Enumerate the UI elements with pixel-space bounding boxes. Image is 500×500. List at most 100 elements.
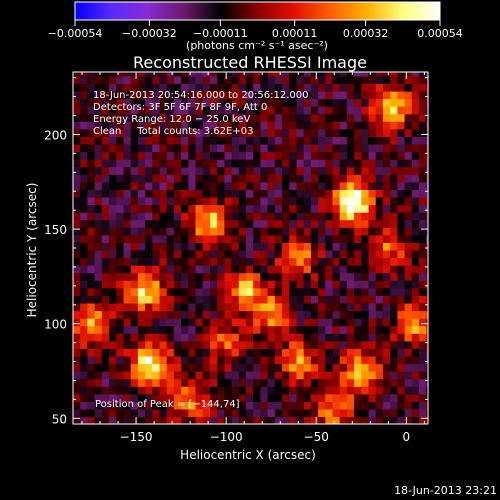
heatmap-cell	[166, 310, 175, 319]
heatmap-cell	[397, 408, 406, 418]
heatmap-cell	[101, 234, 110, 243]
heatmap-cell	[289, 106, 297, 115]
heatmap-cell	[404, 151, 413, 160]
heatmap-cell	[123, 151, 132, 160]
heatmap-cell	[246, 302, 254, 312]
heatmap-cell	[310, 393, 319, 402]
heatmap-cell	[404, 355, 413, 365]
heatmap-cell	[382, 136, 391, 145]
heatmap-cell	[411, 151, 420, 160]
heatmap-cell	[188, 143, 197, 153]
heatmap-cell	[80, 83, 88, 92]
heatmap-cell	[361, 363, 370, 372]
heatmap-cell	[145, 318, 153, 327]
heatmap-cell	[289, 196, 297, 206]
heatmap-cell	[145, 363, 153, 372]
heatmap-cell	[109, 257, 117, 266]
heatmap-cell	[109, 181, 117, 190]
heatmap-cell	[274, 159, 283, 168]
heatmap-cell	[274, 408, 283, 418]
heatmap-cell	[426, 302, 428, 312]
heatmap-cell	[137, 151, 146, 160]
heatmap-cell	[397, 159, 406, 168]
heatmap-cell	[260, 98, 269, 107]
heatmap-cell	[368, 75, 377, 84]
heatmap-cell	[354, 212, 362, 221]
heatmap-cell	[202, 128, 211, 137]
heatmap-cell	[303, 280, 312, 289]
heatmap-cell	[123, 242, 132, 251]
heatmap-cell	[145, 355, 153, 365]
heatmap-cell	[145, 174, 153, 183]
heatmap-cell	[224, 189, 233, 198]
heatmap-cell	[116, 106, 124, 115]
heatmap-cell	[310, 166, 319, 175]
heatmap-cell	[181, 106, 189, 115]
heatmap-cell	[130, 310, 139, 319]
heatmap-cell	[231, 416, 240, 424]
heatmap-cell	[152, 196, 161, 206]
heatmap-cell	[296, 333, 305, 342]
heatmap-cell	[159, 136, 168, 145]
heatmap-cell	[426, 113, 428, 122]
heatmap-cell	[310, 234, 319, 243]
heatmap-cell	[375, 166, 384, 175]
heatmap-cell	[181, 386, 189, 395]
heatmap-cell	[296, 219, 305, 228]
heatmap-cell	[361, 371, 370, 380]
heatmap-cell	[159, 143, 168, 153]
heatmap-cell	[361, 113, 370, 122]
heatmap-cell	[260, 174, 269, 183]
heatmap-cell	[202, 340, 211, 349]
heatmap-cell	[404, 212, 413, 221]
heatmap-cell	[289, 143, 297, 153]
heatmap-cell	[202, 408, 211, 418]
heatmap-cell	[195, 72, 204, 77]
heatmap-cell	[130, 371, 139, 380]
heatmap-cell	[361, 310, 370, 319]
heatmap-cell	[210, 249, 218, 259]
heatmap-cell	[296, 401, 305, 410]
heatmap-cell	[87, 333, 96, 342]
heatmap-cell	[318, 143, 326, 153]
heatmap-cell	[87, 75, 96, 84]
heatmap-cell	[390, 333, 398, 342]
heatmap-cell	[94, 302, 103, 312]
heatmap-cell	[303, 416, 312, 424]
heatmap-cell	[145, 386, 153, 395]
heatmap-cell	[303, 189, 312, 198]
heatmap-cell	[426, 174, 428, 183]
heatmap-cell	[152, 386, 161, 395]
heatmap-cell	[246, 219, 254, 228]
heatmap-cell	[354, 295, 362, 304]
heatmap-cell	[137, 83, 146, 92]
heatmap-cell	[411, 333, 420, 342]
heatmap-cell	[325, 249, 334, 259]
heatmap-cell	[303, 355, 312, 365]
heatmap-cell	[390, 83, 398, 92]
heatmap-cell	[238, 219, 247, 228]
heatmap-cell	[339, 181, 348, 190]
heatmap-cell	[195, 363, 204, 372]
heatmap-cell	[101, 371, 110, 380]
heatmap-cell	[310, 98, 319, 107]
heatmap-cell	[238, 302, 247, 312]
heatmap-cell	[382, 189, 391, 198]
heatmap-cell	[253, 136, 261, 145]
heatmap-cell	[382, 72, 391, 77]
heatmap-cell	[267, 212, 276, 221]
heatmap-cell	[346, 287, 355, 296]
heatmap-cell	[339, 325, 348, 334]
heatmap-cell	[397, 90, 406, 100]
heatmap-cell	[123, 121, 132, 130]
heatmap-cell	[282, 386, 290, 395]
heatmap-cell	[289, 83, 297, 92]
heatmap-cell	[217, 325, 225, 334]
heatmap-cell	[181, 196, 189, 206]
heatmap-cell	[267, 348, 276, 357]
heatmap-cell	[411, 181, 420, 190]
heatmap-cell	[94, 83, 103, 92]
heatmap-cell	[159, 363, 168, 372]
heatmap-cell	[390, 302, 398, 312]
heatmap-cell	[188, 189, 197, 198]
